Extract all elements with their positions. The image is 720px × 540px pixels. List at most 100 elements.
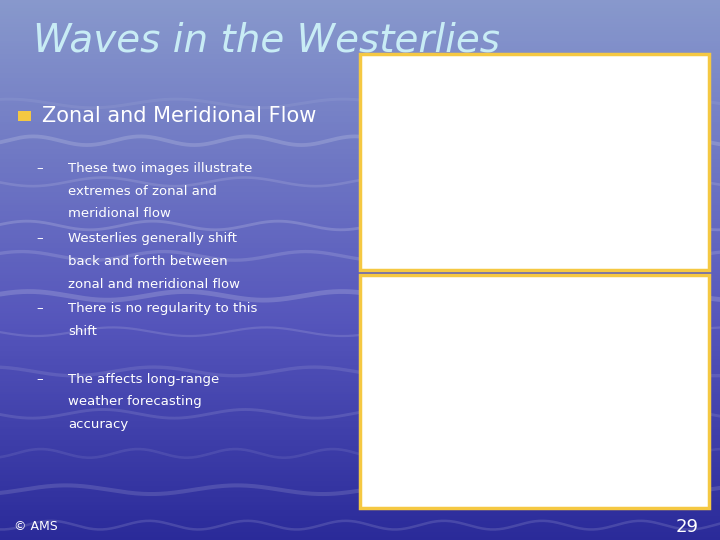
Bar: [0, 373, 720, 375]
Bar: [0, 259, 720, 262]
Text: –: –: [36, 162, 43, 175]
Bar: [0, 462, 720, 464]
Bar: [0, 467, 720, 470]
Bar: [0, 316, 720, 319]
Bar: [0, 246, 720, 248]
Bar: [0, 165, 720, 167]
Polygon shape: [407, 217, 662, 260]
Bar: [0, 113, 720, 116]
Bar: [0, 84, 720, 86]
Bar: [0, 451, 720, 454]
Bar: [0, 235, 720, 238]
Bar: [0, 448, 720, 451]
Bar: [0, 297, 720, 300]
Text: –: –: [36, 232, 43, 245]
Bar: [0, 370, 720, 373]
Bar: [0, 170, 720, 173]
Bar: [0, 310, 720, 313]
Bar: [0, 202, 720, 205]
Bar: [0, 116, 720, 119]
Bar: [0, 192, 720, 194]
Bar: [0, 59, 720, 62]
Bar: [0, 332, 720, 335]
Bar: [0, 432, 720, 435]
Bar: [0, 367, 720, 370]
Bar: [0, 335, 720, 338]
Text: NP: NP: [530, 294, 539, 300]
Text: 60°: 60°: [606, 141, 616, 146]
Text: L: L: [613, 431, 621, 444]
Text: back and forth between: back and forth between: [68, 255, 228, 268]
Bar: [0, 267, 720, 270]
Bar: [0, 205, 720, 208]
Bar: [0, 294, 720, 297]
Bar: [0, 265, 720, 267]
Bar: [0, 143, 720, 146]
Bar: [0, 46, 720, 49]
Bar: [0, 167, 720, 170]
Bar: [0, 321, 720, 324]
Bar: [0, 324, 720, 327]
Bar: [0, 11, 720, 14]
Bar: [0, 108, 720, 111]
Text: extremes of zonal and: extremes of zonal and: [68, 185, 217, 198]
Bar: [0, 92, 720, 94]
Bar: [0, 251, 720, 254]
Text: 29: 29: [675, 517, 698, 536]
Bar: [0, 178, 720, 181]
Bar: [0, 362, 720, 364]
Bar: [0, 454, 720, 456]
Bar: [0, 464, 720, 467]
Bar: [0, 319, 720, 321]
Bar: [0, 338, 720, 340]
Bar: [0, 154, 720, 157]
Text: © American Meteorological Society: © American Meteorological Society: [369, 259, 432, 264]
Text: L: L: [448, 431, 456, 444]
Bar: [0, 211, 720, 213]
Bar: [0, 413, 720, 416]
Bar: [0, 424, 720, 427]
Bar: [0, 240, 720, 243]
Bar: [0, 19, 720, 22]
Bar: [0, 537, 720, 540]
Bar: [0, 329, 720, 332]
Bar: [0, 392, 720, 394]
Bar: [0, 429, 720, 432]
Bar: [0, 378, 720, 381]
Bar: [0, 327, 720, 329]
Bar: [0, 227, 720, 229]
Text: Equator: Equator: [665, 462, 686, 467]
Bar: [0, 273, 720, 275]
Bar: [0, 5, 720, 8]
Bar: [0, 386, 720, 389]
Bar: [0, 78, 720, 81]
Bar: [0, 111, 720, 113]
Text: meridional flow: meridional flow: [68, 207, 171, 220]
Bar: [0, 16, 720, 19]
Text: There is no regularity to this: There is no regularity to this: [68, 302, 258, 315]
Text: –: –: [36, 373, 43, 386]
Bar: [0, 132, 720, 135]
Bar: [0, 394, 720, 397]
Bar: [0, 456, 720, 459]
Text: Westerlies generally shift: Westerlies generally shift: [68, 232, 238, 245]
Bar: [0, 43, 720, 46]
Text: H: H: [529, 421, 540, 434]
Bar: [0, 40, 720, 43]
Bar: [0, 22, 720, 24]
Bar: [0, 8, 720, 11]
Bar: [0, 475, 720, 478]
Text: © American Meteorological Society: © American Meteorological Society: [369, 497, 432, 501]
Bar: [0, 389, 720, 392]
Bar: [0, 157, 720, 159]
Text: Zonal and Meridional Flow: Zonal and Meridional Flow: [42, 106, 316, 126]
Bar: [0, 186, 720, 189]
Bar: [0, 402, 720, 405]
Bar: [0, 459, 720, 462]
Bar: [0, 513, 720, 516]
Text: 30°: 30°: [647, 186, 657, 191]
Text: –: –: [36, 302, 43, 315]
Text: © AMS: © AMS: [14, 520, 58, 533]
Bar: [0, 194, 720, 197]
Bar: [0, 232, 720, 235]
